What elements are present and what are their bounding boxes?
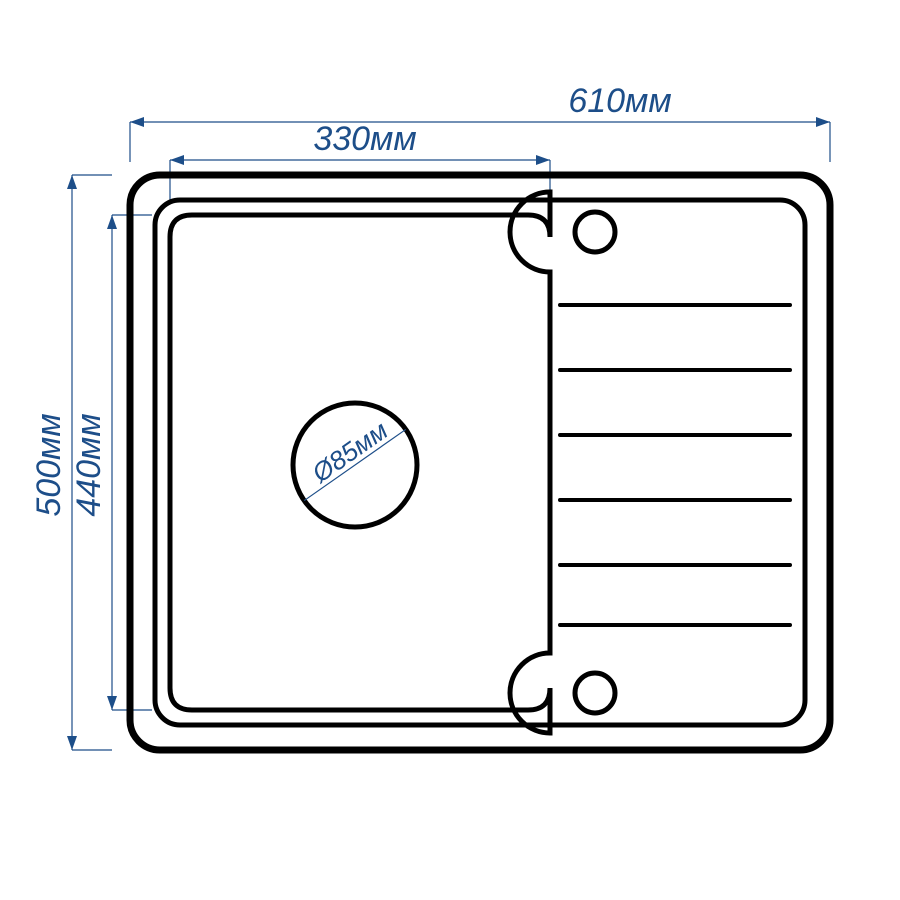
dim-bowl-height-label: 440мм (70, 413, 108, 516)
dim-overall-height-label: 500мм (30, 413, 68, 516)
sink-outer-rim (130, 175, 830, 750)
drain-diameter-label: Ø85мм (306, 415, 394, 489)
dim-bowl-width: 330мм (170, 120, 550, 200)
dim-bowl-width-label: 330мм (313, 120, 416, 158)
dim-bowl-height: 440мм (70, 215, 152, 710)
dim-overall-width: 610мм (130, 82, 830, 162)
sink-inner-border (155, 200, 805, 725)
tap-hole-top (575, 212, 615, 252)
tap-hole-bottom (575, 673, 615, 713)
dim-overall-width-label: 610мм (568, 82, 671, 120)
